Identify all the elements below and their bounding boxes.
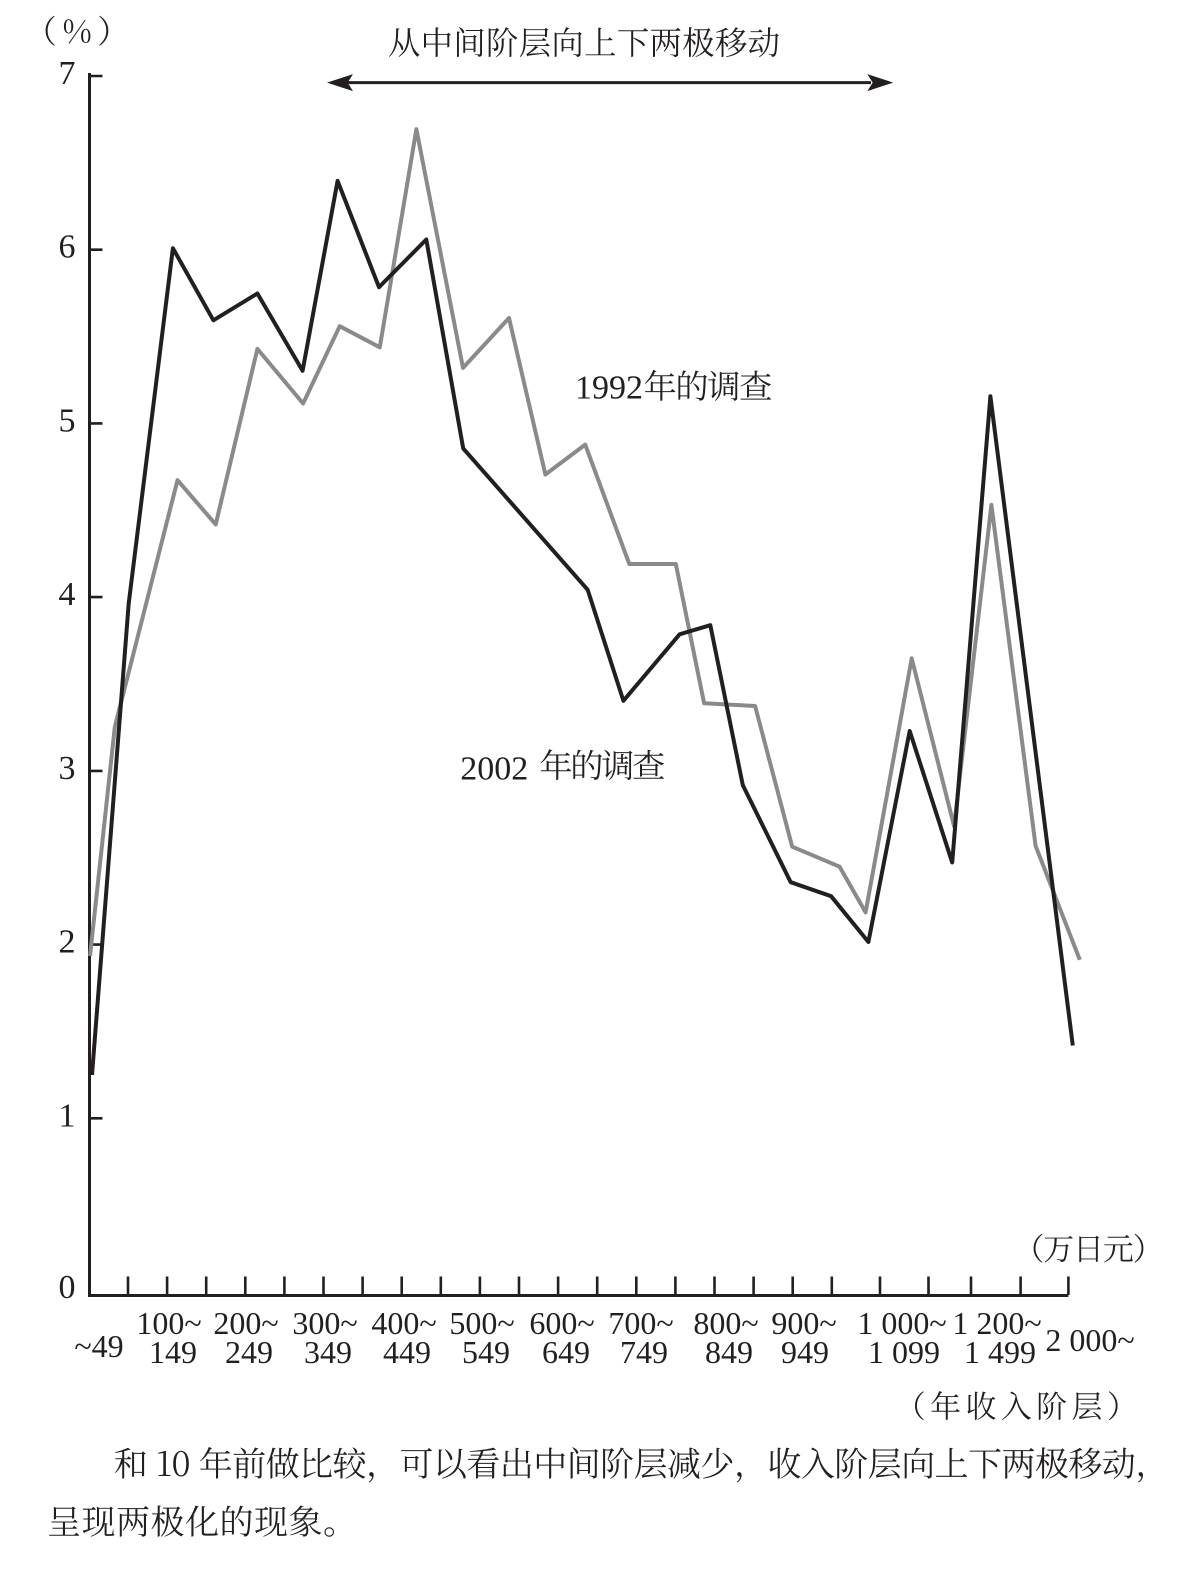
svg-text:0: 0 (59, 1269, 76, 1306)
svg-text:749: 749 (620, 1334, 668, 1370)
svg-text:3: 3 (59, 750, 76, 787)
svg-text:4: 4 (59, 576, 76, 613)
svg-text:~49: ~49 (74, 1328, 123, 1364)
svg-text:200~: 200~ (213, 1305, 278, 1341)
svg-text:700~: 700~ (608, 1305, 673, 1341)
svg-text:549: 549 (462, 1334, 510, 1370)
svg-text:400~: 400~ (371, 1305, 436, 1341)
svg-text:349: 349 (304, 1334, 352, 1370)
svg-text:500~: 500~ (449, 1305, 514, 1341)
svg-text:449: 449 (383, 1334, 431, 1370)
svg-text:900~: 900~ (771, 1305, 836, 1341)
svg-text:600~: 600~ (529, 1305, 594, 1341)
svg-text:100~: 100~ (136, 1305, 201, 1341)
svg-text:1 200~: 1 200~ (952, 1305, 1041, 1341)
svg-text:1 000~: 1 000~ (857, 1305, 946, 1341)
svg-text:300~: 300~ (292, 1305, 357, 1341)
svg-text:249: 249 (225, 1334, 273, 1370)
svg-text:6: 6 (59, 229, 76, 266)
svg-text:849: 849 (705, 1334, 753, 1370)
svg-text:149: 149 (149, 1334, 197, 1370)
svg-text:1992: 1992 (575, 369, 643, 406)
svg-text:5: 5 (59, 402, 76, 439)
svg-text:800~: 800~ (693, 1305, 758, 1341)
svg-text:2: 2 (59, 924, 76, 961)
svg-text:649: 649 (542, 1334, 590, 1370)
svg-text:2 000~: 2 000~ (1045, 1322, 1134, 1358)
svg-text:1 499: 1 499 (964, 1334, 1036, 1370)
svg-text:1: 1 (59, 1097, 76, 1134)
svg-text:7: 7 (59, 55, 76, 92)
svg-text:2002: 2002 (460, 750, 528, 787)
svg-text:949: 949 (781, 1334, 829, 1370)
svg-text:1 099: 1 099 (868, 1334, 940, 1370)
